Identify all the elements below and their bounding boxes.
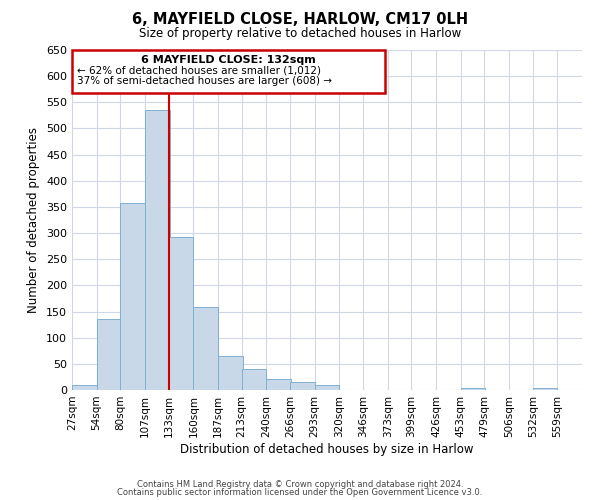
Bar bbox=[533, 388, 557, 390]
Bar bbox=[290, 382, 314, 390]
Bar bbox=[266, 379, 291, 390]
Text: 6, MAYFIELD CLOSE, HARLOW, CM17 0LH: 6, MAYFIELD CLOSE, HARLOW, CM17 0LH bbox=[132, 12, 468, 28]
Bar bbox=[145, 110, 170, 390]
Bar bbox=[121, 202, 145, 390]
Bar bbox=[97, 320, 121, 390]
Y-axis label: Number of detached properties: Number of detached properties bbox=[28, 127, 40, 313]
Text: 6 MAYFIELD CLOSE: 132sqm: 6 MAYFIELD CLOSE: 132sqm bbox=[141, 55, 316, 65]
Bar bbox=[461, 388, 485, 390]
Bar bbox=[218, 356, 242, 390]
Bar bbox=[242, 369, 266, 390]
FancyBboxPatch shape bbox=[72, 50, 385, 93]
Text: Size of property relative to detached houses in Harlow: Size of property relative to detached ho… bbox=[139, 28, 461, 40]
Text: 37% of semi-detached houses are larger (608) →: 37% of semi-detached houses are larger (… bbox=[77, 76, 332, 86]
Text: Contains public sector information licensed under the Open Government Licence v3: Contains public sector information licen… bbox=[118, 488, 482, 497]
Text: Contains HM Land Registry data © Crown copyright and database right 2024.: Contains HM Land Registry data © Crown c… bbox=[137, 480, 463, 489]
Bar bbox=[193, 308, 218, 390]
Bar bbox=[169, 236, 193, 390]
Bar bbox=[72, 385, 97, 390]
X-axis label: Distribution of detached houses by size in Harlow: Distribution of detached houses by size … bbox=[180, 442, 474, 456]
Text: ← 62% of detached houses are smaller (1,012): ← 62% of detached houses are smaller (1,… bbox=[77, 66, 322, 76]
Bar bbox=[314, 386, 340, 390]
